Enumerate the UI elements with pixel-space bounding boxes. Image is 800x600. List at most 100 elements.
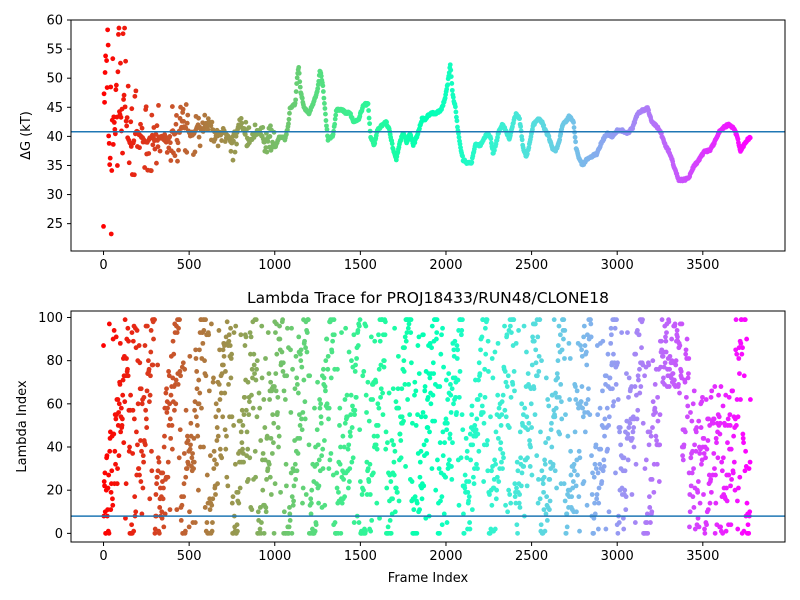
top-data-point <box>365 101 371 107</box>
top-data-point <box>181 119 187 124</box>
bottom-x-tick-label: 1000 <box>258 549 291 564</box>
top-x-tick-label: 2000 <box>429 258 462 273</box>
bottom-data-point <box>123 481 129 487</box>
bottom-data-point <box>704 446 710 452</box>
bottom-data-point <box>718 384 724 389</box>
bottom-data-point <box>451 347 457 353</box>
bottom-data-point <box>632 520 638 525</box>
bottom-data-point <box>733 423 739 428</box>
bottom-data-point <box>228 356 234 361</box>
bottom-data-point <box>125 366 130 372</box>
bottom-data-point <box>525 427 531 433</box>
bottom-data-point <box>443 377 449 383</box>
top-data-point <box>320 83 326 89</box>
top-data-point <box>518 128 524 134</box>
bottom-data-point <box>534 453 540 459</box>
bottom-data-point <box>182 366 188 372</box>
bottom-data-point <box>247 330 253 335</box>
bottom-data-point <box>541 474 547 480</box>
bottom-data-point <box>575 472 580 478</box>
bottom-data-point <box>273 330 278 335</box>
bottom-data-point <box>213 401 219 407</box>
top-data-point <box>148 168 154 174</box>
bottom-data-point <box>109 468 115 474</box>
bottom-data-point <box>725 416 731 422</box>
bottom-data-point <box>115 466 120 471</box>
top-data-point <box>228 148 234 154</box>
bottom-data-point <box>681 442 687 448</box>
bottom-data-point <box>342 494 348 500</box>
bottom-data-point <box>394 489 400 495</box>
bottom-data-point <box>339 330 344 335</box>
bottom-data-point <box>390 386 396 392</box>
top-data-point <box>125 83 131 89</box>
bottom-data-point <box>113 416 119 422</box>
bottom-data-point <box>510 382 516 387</box>
bottom-data-point <box>728 522 734 528</box>
bottom-data-point <box>634 416 640 422</box>
bottom-data-point <box>178 518 184 523</box>
bottom-data-point <box>720 403 726 409</box>
bottom-data-point <box>682 379 688 385</box>
top-data-point <box>367 121 373 127</box>
bottom-data-point <box>733 347 739 353</box>
bottom-data-point <box>476 377 481 383</box>
bottom-data-point <box>115 397 121 402</box>
bottom-data-point <box>555 358 561 364</box>
bottom-data-point <box>412 379 418 385</box>
bottom-data-point <box>459 328 465 333</box>
bottom-data-point <box>306 442 312 448</box>
bottom-data-point <box>173 401 179 407</box>
bottom-data-point <box>635 373 641 379</box>
bottom-data-point <box>408 330 414 335</box>
bottom-data-point <box>113 461 118 467</box>
bottom-data-point <box>663 334 668 340</box>
bottom-data-point <box>492 457 498 463</box>
bottom-data-point <box>674 328 680 333</box>
bottom-y-tick-label: 100 <box>38 311 63 326</box>
bottom-data-point <box>474 461 479 467</box>
bottom-data-point <box>320 366 326 372</box>
bottom-data-point <box>224 433 229 439</box>
bottom-data-point <box>418 414 424 420</box>
bottom-data-point <box>116 453 122 459</box>
bottom-data-point <box>256 390 262 396</box>
bottom-data-point <box>457 369 463 374</box>
bottom-data-point <box>533 347 539 353</box>
bottom-data-point <box>260 451 266 456</box>
bottom-data-point <box>178 373 183 379</box>
bottom-data-point <box>469 403 475 409</box>
bottom-data-point <box>723 392 729 398</box>
bottom-data-point <box>439 494 445 500</box>
bottom-data-point <box>434 317 440 323</box>
bottom-data-point <box>302 416 308 422</box>
bottom-data-point <box>268 492 274 497</box>
bottom-data-point <box>735 414 741 420</box>
bottom-data-point <box>141 394 147 400</box>
bottom-data-point <box>489 502 495 508</box>
bottom-data-point <box>485 438 490 443</box>
bottom-data-point <box>702 530 708 536</box>
bottom-data-point <box>675 334 680 340</box>
bottom-data-point <box>149 448 154 454</box>
bottom-data-point <box>263 505 269 510</box>
bottom-data-point <box>719 459 725 465</box>
bottom-data-point <box>187 509 192 515</box>
bottom-data-point <box>298 351 303 357</box>
bottom-data-point <box>391 442 396 448</box>
bottom-data-point <box>168 392 174 398</box>
bottom-data-point <box>257 405 263 411</box>
bottom-data-point <box>136 343 142 348</box>
top-data-point <box>324 123 329 129</box>
bottom-data-point <box>571 461 577 467</box>
bottom-data-point <box>626 394 631 400</box>
top-data-point <box>156 103 161 108</box>
bottom-data-point <box>581 334 587 340</box>
bottom-data-point <box>544 494 550 500</box>
bottom-data-point <box>727 412 733 418</box>
bottom-data-point <box>372 338 378 344</box>
bottom-data-point <box>220 347 226 353</box>
bottom-data-point <box>250 375 255 381</box>
bottom-data-point <box>595 526 601 532</box>
top-data-point <box>107 155 113 161</box>
